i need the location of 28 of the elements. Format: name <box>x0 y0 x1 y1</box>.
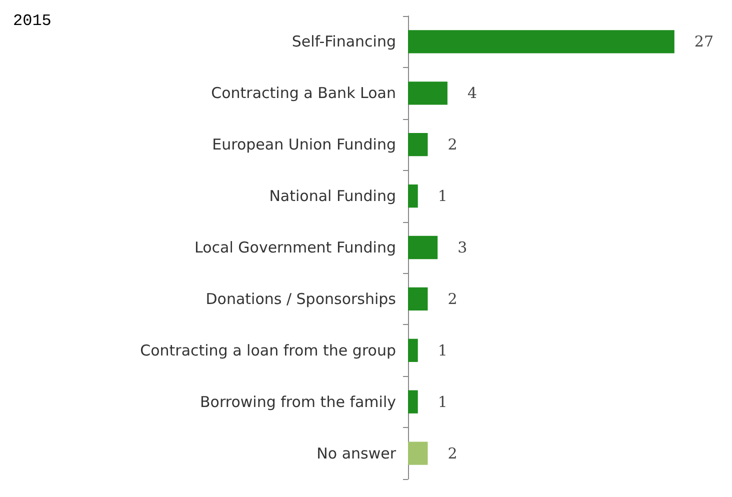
y-tick-label: Self-Financing <box>292 32 396 51</box>
bar <box>408 390 418 414</box>
bar <box>408 236 438 260</box>
data-label: 3 <box>458 238 468 256</box>
y-tick-label: Local Government Funding <box>194 238 396 256</box>
y-tick-label: Borrowing from the family <box>200 392 396 411</box>
y-tick-label: National Funding <box>269 187 396 206</box>
y-tick-label: Contracting a Bank Loan <box>211 84 396 102</box>
bar <box>408 338 418 362</box>
text: 2015 <box>13 12 52 30</box>
data-label: 4 <box>467 84 478 102</box>
bar <box>408 287 428 311</box>
bar <box>408 442 428 465</box>
bar <box>408 133 428 156</box>
y-tick-label: No answer <box>316 444 397 462</box>
data-label: 2 <box>448 444 458 462</box>
data-label: 1 <box>438 341 448 360</box>
data-label: 2 <box>448 136 458 154</box>
bar <box>408 184 418 208</box>
data-label: 1 <box>438 187 448 206</box>
y-tick-label: European Union Funding <box>212 136 396 154</box>
data-label: 1 <box>438 392 448 411</box>
data-label: 27 <box>694 32 714 51</box>
data-label: 2 <box>448 290 458 308</box>
bar <box>408 82 448 105</box>
y-tick-label: Contracting a loan from the group <box>140 341 396 360</box>
y-tick-label: Donations / Sponsorships <box>206 290 396 308</box>
bar <box>408 30 674 54</box>
